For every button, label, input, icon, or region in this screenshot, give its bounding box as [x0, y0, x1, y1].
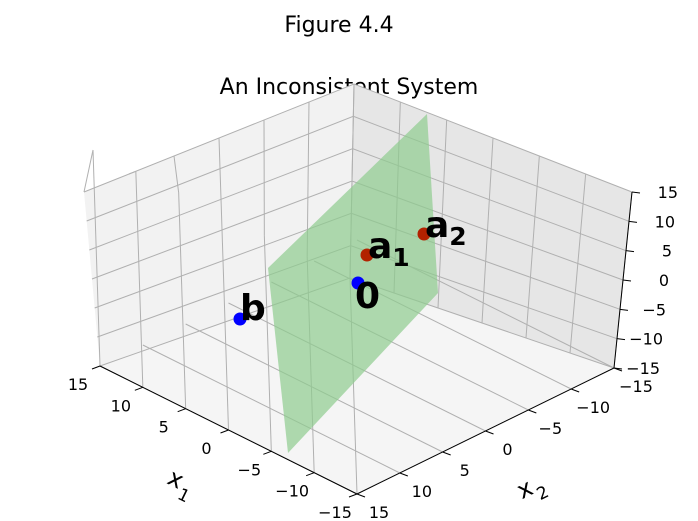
grid-line-z: [83, 83, 633, 193]
x-axis-label: x 1: [163, 463, 192, 507]
data-point-0: [351, 276, 365, 290]
z-tick-mark: [622, 279, 632, 282]
data-point-b: [233, 312, 247, 326]
grid-line-x-wall: [83, 149, 94, 193]
grid-line-z: [86, 115, 630, 222]
y-tick-mark: [528, 409, 537, 414]
grid-line-x: [263, 235, 272, 452]
z-tick-mark: [625, 250, 635, 253]
z-tick-mark: [613, 367, 623, 370]
point-label-subscript: 1: [392, 243, 409, 272]
z-tick-label: −15: [626, 359, 660, 378]
z-tick-label: −10: [629, 330, 663, 349]
y-tick-mark: [485, 430, 494, 435]
y-axis-label-sub: 2: [534, 482, 552, 505]
y-axis-label: x 2: [512, 473, 552, 505]
point-label-subscript: 2: [449, 222, 466, 251]
data-point-a1: [360, 248, 374, 262]
floor-pane: [100, 278, 614, 494]
y-tick-label: 15: [369, 503, 389, 521]
y-tick-label: −5: [539, 419, 563, 438]
y-tick-label: 5: [460, 461, 470, 480]
y-tick-label: 10: [412, 482, 432, 501]
x-tick-mark: [263, 450, 272, 455]
figure-suptitle: Figure 4.4: [284, 13, 393, 38]
z-tick-label: 0: [659, 271, 669, 290]
x-tick-label: −5: [238, 460, 262, 479]
z-tick-label: 5: [662, 242, 672, 261]
y-tick-label: −10: [576, 398, 610, 417]
grid-line-x: [178, 192, 187, 409]
x-tick-label: 5: [159, 418, 169, 437]
x-tick-mark: [348, 493, 358, 498]
grid-line-y: [142, 344, 401, 474]
x-tick-mark: [177, 408, 186, 413]
grid-line-x-wall: [173, 155, 180, 193]
tick-marks: 151050−5−10−15−15−10−5051015151050−5−10−…: [68, 183, 678, 521]
x-tick-label: −10: [275, 482, 309, 501]
x-tick-label: 0: [201, 439, 211, 458]
x-tick-mark: [305, 472, 315, 477]
y-tick-mark: [442, 451, 451, 456]
z-tick-mark: [619, 308, 629, 311]
z-tick-label: 10: [655, 212, 675, 231]
grid-line-x: [92, 149, 101, 367]
y-tick-label: 0: [502, 440, 512, 459]
data-points: b 0a1 a2: [233, 205, 467, 329]
y-tick-mark: [570, 388, 580, 393]
grid-line-x-wall: [218, 137, 222, 215]
grid-lines: [83, 83, 633, 495]
point-label-a1: a1: [368, 226, 410, 272]
y-tick-mark: [399, 472, 409, 477]
y-tick-label: −15: [619, 377, 653, 396]
x-tick-mark: [134, 386, 144, 391]
z-tick-label: −5: [642, 300, 666, 319]
z-tick-label: 15: [658, 183, 678, 202]
point-label-b: b: [240, 288, 266, 329]
x-tick-label: 10: [111, 396, 131, 415]
data-point-a2: [417, 227, 431, 241]
point-label-0: 0: [355, 276, 380, 317]
y-tick-mark: [356, 493, 366, 498]
x-tick-label: 15: [68, 375, 88, 394]
z-tick-mark: [616, 338, 626, 341]
x-tick-label: −15: [318, 503, 352, 521]
grid-line-z: [91, 180, 624, 281]
x-tick-mark: [220, 429, 229, 434]
y-axis-label-main: x: [512, 473, 537, 504]
x-tick-mark: [91, 365, 101, 370]
z-tick-mark: [628, 220, 638, 223]
point-label-a2: a2: [425, 205, 467, 251]
z-tick-mark: [631, 191, 641, 194]
grid-line-z: [89, 148, 627, 252]
